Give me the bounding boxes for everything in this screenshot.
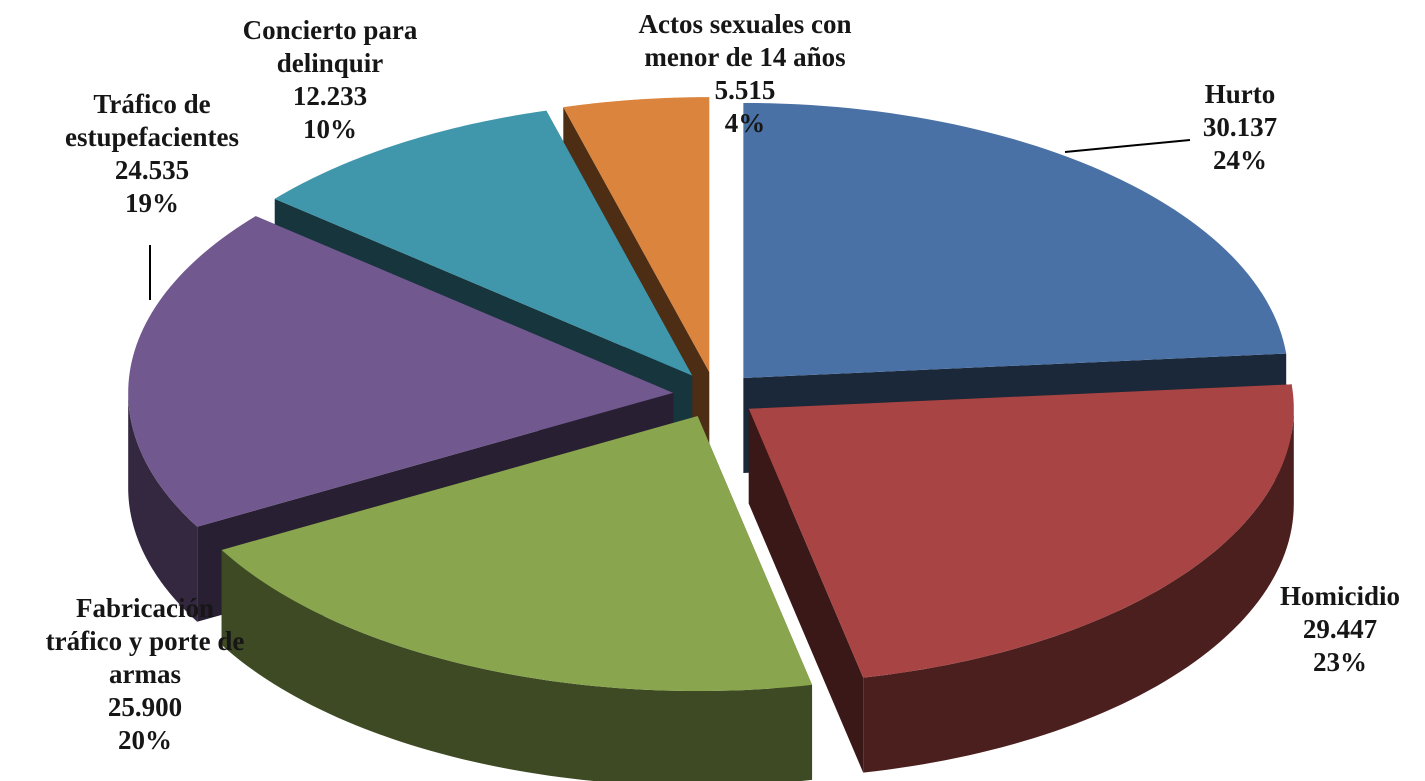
- slice: [221, 416, 813, 781]
- data-label: Fabricación tráfico y porte de armas 25.9…: [46, 592, 245, 757]
- slice-side: [863, 408, 1294, 773]
- category-label: Hurto: [1204, 79, 1276, 109]
- category-label: Fabricación tráfico y porte de armas: [45, 593, 245, 689]
- slice-top: [274, 110, 693, 376]
- slice-side: [221, 549, 813, 781]
- value-label: 24.535: [114, 155, 190, 185]
- slice-top: [128, 216, 674, 527]
- data-label: Tráfico de estupefacientes 24.535 19%: [65, 88, 239, 220]
- percent-label: 19%: [125, 188, 179, 218]
- percent-label: 24%: [1213, 145, 1267, 175]
- data-label: Actos sexuales con menor de 14 años 5.515…: [639, 8, 852, 140]
- value-label: 29.447: [1302, 614, 1378, 644]
- percent-label: 4%: [724, 108, 766, 138]
- category-label: Actos sexuales con menor de 14 años: [638, 9, 852, 72]
- percent-label: 20%: [118, 725, 172, 755]
- value-label: 12.233: [292, 81, 368, 111]
- category-label: Homicidio: [1280, 581, 1400, 611]
- slice-top: [221, 416, 813, 692]
- slice-wall: [748, 408, 864, 773]
- leader-line: [1064, 139, 1191, 153]
- value-label: 5.515: [714, 75, 776, 105]
- category-label: Concierto para delinquir: [242, 15, 418, 78]
- percent-label: 23%: [1313, 647, 1367, 677]
- category-label: Tráfico de estupefacientes: [65, 89, 239, 152]
- slice-top: [563, 97, 710, 373]
- data-label: Hurto 30.137 24%: [1203, 78, 1277, 177]
- slice-side: [128, 392, 198, 622]
- value-label: 30.137: [1202, 112, 1278, 142]
- slice-top: [743, 102, 1287, 378]
- data-label: Homicidio 29.447 23%: [1280, 580, 1400, 679]
- value-label: 25.900: [107, 692, 183, 722]
- percent-label: 10%: [303, 114, 357, 144]
- slice: [748, 384, 1294, 773]
- data-label: Concierto para delinquir 12.233 10%: [243, 14, 418, 146]
- slice-top: [748, 384, 1294, 678]
